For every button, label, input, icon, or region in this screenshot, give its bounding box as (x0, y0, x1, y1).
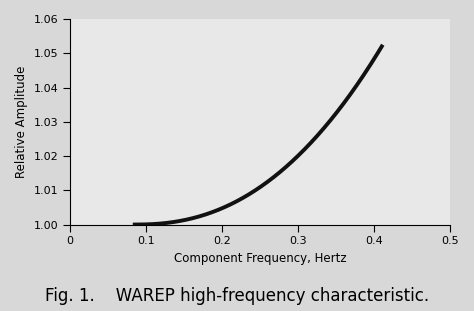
Text: Fig. 1.    WAREP high-frequency characteristic.: Fig. 1. WAREP high-frequency characteris… (45, 287, 429, 305)
X-axis label: Component Frequency, Hertz: Component Frequency, Hertz (174, 252, 346, 265)
Y-axis label: Relative Amplitude: Relative Amplitude (15, 66, 28, 178)
